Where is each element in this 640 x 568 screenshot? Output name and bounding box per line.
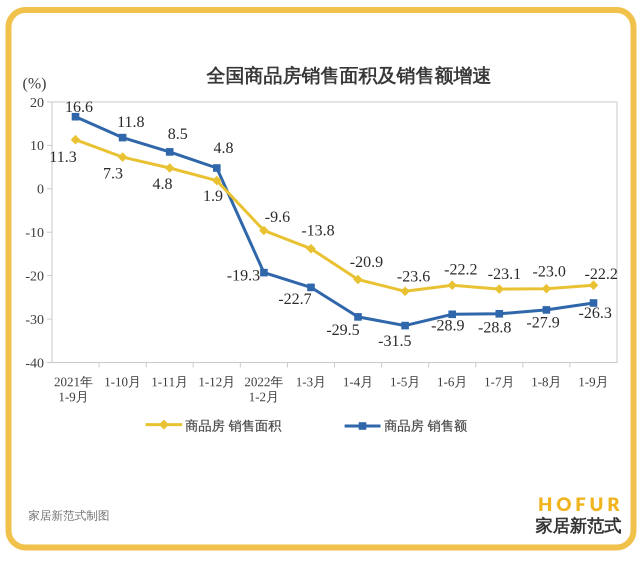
svg-text:7.3: 7.3 xyxy=(103,166,123,183)
svg-text:-9.6: -9.6 xyxy=(265,209,290,226)
svg-text:-23.6: -23.6 xyxy=(397,269,430,286)
svg-text:-29.5: -29.5 xyxy=(326,322,359,339)
svg-text:-22.2: -22.2 xyxy=(444,261,477,278)
svg-text:-13.8: -13.8 xyxy=(301,223,334,240)
svg-text:11.8: 11.8 xyxy=(117,114,144,131)
svg-text:-20: -20 xyxy=(25,269,44,284)
svg-text:-31.5: -31.5 xyxy=(378,333,411,350)
svg-text:-23.1: -23.1 xyxy=(488,266,521,283)
svg-text:-23.0: -23.0 xyxy=(533,264,566,281)
svg-text:20: 20 xyxy=(30,96,44,111)
svg-text:16.6: 16.6 xyxy=(65,99,93,116)
svg-text:-20.9: -20.9 xyxy=(350,254,383,271)
svg-text:(%): (%) xyxy=(23,76,47,93)
svg-text:-26.3: -26.3 xyxy=(579,305,612,322)
svg-text:-10: -10 xyxy=(25,226,44,241)
svg-text:-30: -30 xyxy=(25,313,44,328)
svg-text:-28.9: -28.9 xyxy=(431,318,464,335)
svg-text:-22.2: -22.2 xyxy=(585,266,618,283)
svg-text:11.3: 11.3 xyxy=(49,149,76,166)
svg-text:10: 10 xyxy=(30,139,44,154)
svg-text:-28.8: -28.8 xyxy=(478,319,511,336)
svg-text:4.8: 4.8 xyxy=(214,140,234,157)
svg-text:-40: -40 xyxy=(25,356,44,371)
svg-text:-22.7: -22.7 xyxy=(278,291,311,308)
svg-text:0: 0 xyxy=(37,183,44,198)
svg-text:-27.9: -27.9 xyxy=(526,315,559,332)
svg-text:-19.3: -19.3 xyxy=(227,268,260,285)
svg-text:1.9: 1.9 xyxy=(203,188,223,205)
svg-text:8.5: 8.5 xyxy=(168,126,188,143)
svg-text:4.8: 4.8 xyxy=(153,176,173,193)
